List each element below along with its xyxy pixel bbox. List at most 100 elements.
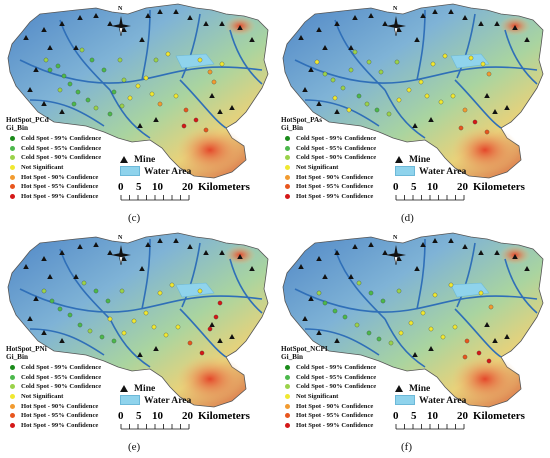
mine-marker (316, 330, 322, 335)
hotspot-point (67, 312, 73, 318)
mine-legend: Mine (395, 154, 466, 165)
river (229, 29, 263, 85)
hotspot-point (424, 93, 430, 99)
legend-item-label: Hot Spot - 95% Confidence (21, 183, 99, 191)
hotspot-point (420, 310, 426, 316)
mine-marker (121, 256, 127, 261)
mine-marker (173, 238, 179, 243)
feature-legend: Mine Water Area (120, 383, 191, 406)
hotspot-point (322, 300, 328, 306)
hotspot-point (121, 77, 127, 83)
legend-title: HotSpot_PCd (6, 116, 49, 124)
legend-item: Not Significant (6, 392, 101, 402)
legend-item: Cold Spot - 90% Confidence (6, 153, 101, 163)
panel-label: (d) (401, 212, 414, 224)
legend-dot-icon (10, 136, 15, 142)
hotspot-point (143, 75, 149, 81)
map-e (7, 232, 269, 408)
hotspot-point (157, 101, 163, 107)
legend: HotSpot_PCd Gi_Bin Cold Spot - 99% Confide… (6, 116, 101, 201)
legend-item: Cold Spot - 99% Confidence (281, 363, 376, 373)
hotspot-point (452, 324, 458, 330)
scale-ruler (120, 424, 190, 430)
mine-marker (93, 242, 99, 247)
legend-dot-icon (10, 165, 15, 171)
mine-marker (448, 238, 454, 243)
mine-marker (484, 322, 490, 327)
legend-title: HotSpot_PNi (6, 345, 47, 353)
river (109, 89, 151, 139)
water-legend: Water Area (395, 394, 466, 406)
hotspot-point (374, 107, 380, 113)
water-label: Water Area (419, 165, 467, 177)
mine-marker (59, 338, 65, 343)
mine-marker (334, 21, 340, 26)
legend-dot-icon (10, 403, 15, 409)
legend-item-label: Cold Spot - 95% Confidence (21, 144, 102, 152)
legend-item: Cold Spot - 99% Confidence (6, 363, 101, 373)
hotspot-point (79, 47, 85, 53)
hotspot-point (364, 101, 370, 107)
legend-item-label: Hot Spot - 90% Confidence (296, 402, 374, 410)
scale-bar: 0 5 10 20 Kilometers (118, 410, 250, 432)
mine-marker (73, 274, 79, 279)
legend-dot-icon (285, 174, 290, 180)
legend-dot-icon (285, 403, 290, 409)
river (456, 242, 476, 308)
hotspot-point (107, 316, 113, 322)
mine-marker (139, 37, 145, 42)
hotspot-point (71, 101, 77, 107)
water-swatch (395, 395, 415, 405)
water-swatch (395, 166, 415, 176)
legend-dot-icon (285, 413, 290, 419)
mine-marker (368, 242, 374, 247)
mine-marker (187, 15, 193, 20)
hotspot-point (135, 83, 141, 89)
hotspot-point (442, 53, 448, 59)
legend-dot-icon (10, 413, 15, 419)
mine-marker (217, 109, 223, 114)
scale-tick-label: 5 (411, 410, 417, 422)
mine-label: Mine (134, 154, 156, 165)
hotspot-point (117, 57, 123, 63)
hotspot-point (408, 320, 414, 326)
hotspot-point (197, 57, 203, 63)
mine-marker (77, 15, 83, 20)
hotspot-point (47, 67, 53, 73)
hotspot-point (131, 318, 137, 324)
mine-marker (512, 25, 518, 30)
mine-marker (348, 45, 354, 50)
scale-tick-label: 0 (393, 410, 399, 422)
mine-marker (420, 242, 426, 247)
legend-item: Cold Spot - 99% Confidence (6, 134, 101, 144)
hotspot-point (332, 308, 338, 314)
river (384, 89, 426, 139)
hotspot-point (175, 324, 181, 330)
legend-title: HotSpot_NCPI (281, 345, 328, 353)
hotspot-point (203, 127, 209, 133)
mine-marker (27, 316, 33, 321)
north-arrow: N (108, 235, 134, 274)
legend-item-label: Hot Spot - 99% Confidence (296, 192, 374, 200)
legend-dot-icon (285, 374, 290, 380)
river (416, 238, 426, 310)
river (294, 288, 538, 313)
mine-label: Mine (134, 383, 156, 394)
map-panel-e: N HotSpot_PNi Gi_Bin Cold Spot - 99% Confid… (0, 229, 275, 458)
mine-marker (23, 35, 29, 40)
panel-label: (c) (128, 212, 141, 224)
scale-tick-label: 5 (411, 181, 417, 193)
mine-triangle-icon (395, 385, 403, 392)
mine-marker (420, 13, 426, 18)
mine-marker (412, 123, 418, 128)
hotspot-point (484, 129, 490, 135)
mine-marker (41, 27, 47, 32)
river (229, 258, 263, 314)
scale-tick-label: 20 (182, 181, 193, 193)
river (454, 79, 502, 129)
legend-item-label: Cold Spot - 90% Confidence (296, 154, 377, 162)
hotspot-point (376, 336, 382, 342)
hotspot-point (77, 322, 83, 328)
mine-legend: Mine (120, 383, 191, 394)
hotspot-point (378, 69, 384, 75)
